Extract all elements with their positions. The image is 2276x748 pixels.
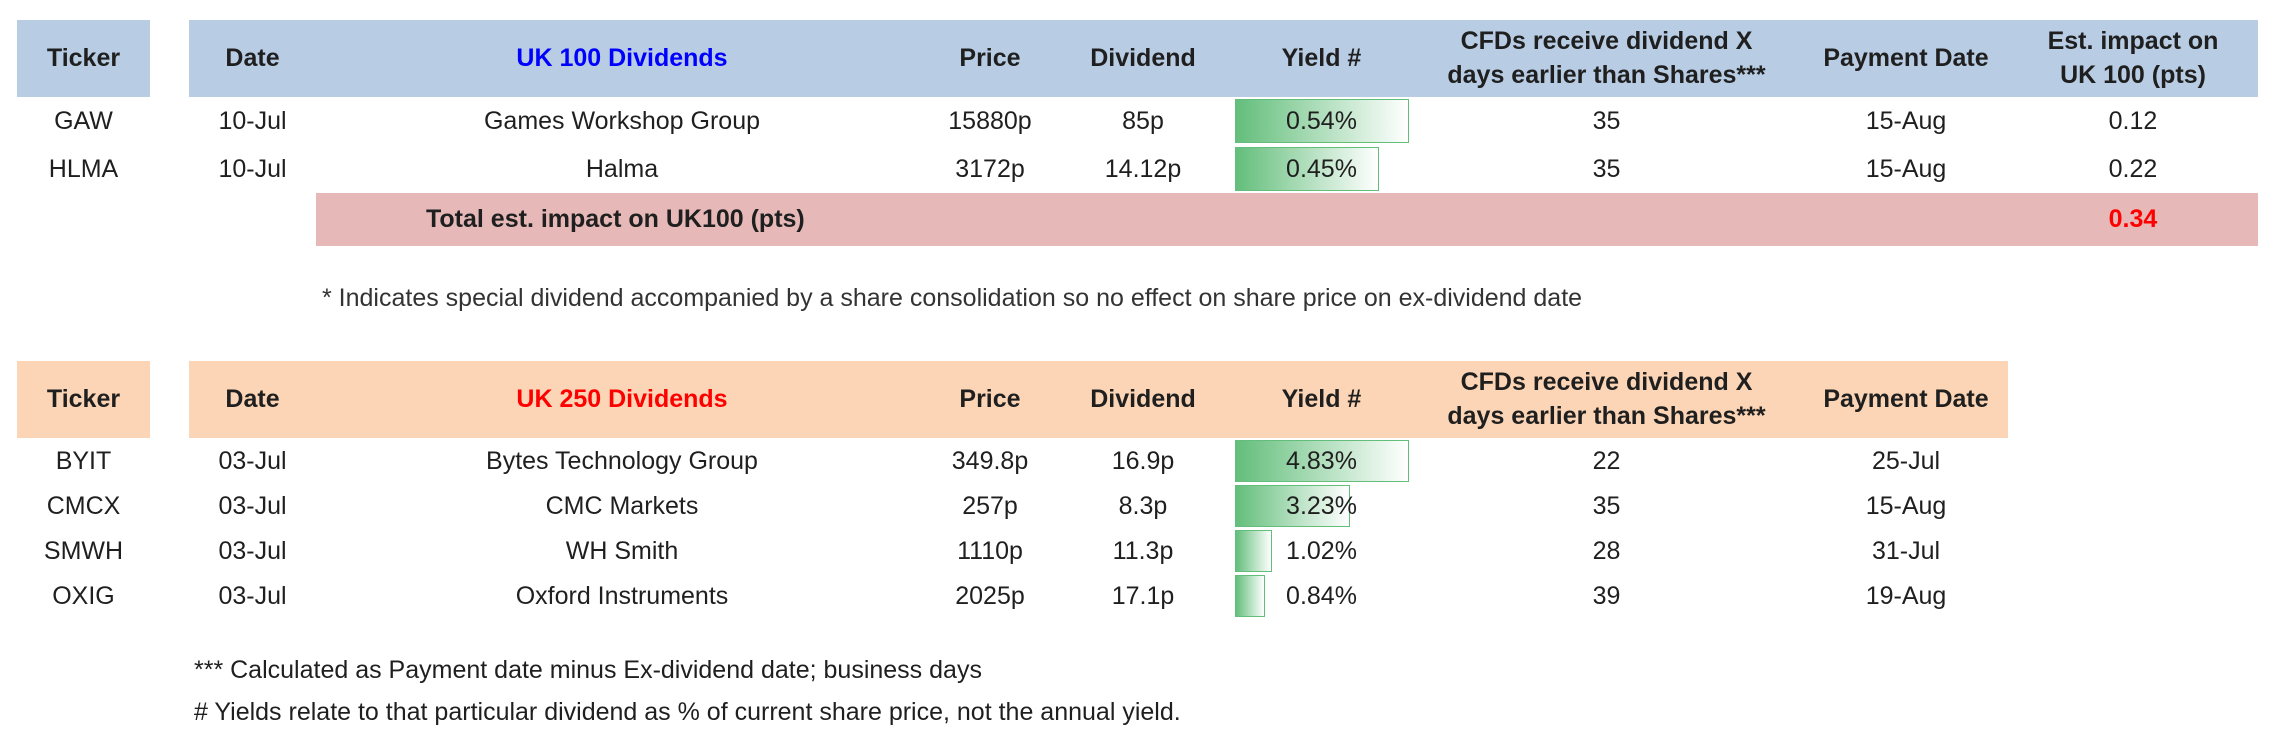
- uk250-row-cfd: 28: [1592, 537, 1621, 566]
- uk250-row-date: 03-Jul: [218, 537, 287, 566]
- uk250-ticker-header-bg: [17, 361, 150, 438]
- yield-bar: [1235, 440, 1409, 482]
- uk100-col-cfd: CFDs receive dividend X days earlier tha…: [1447, 26, 1766, 89]
- uk100-row-date: 10-Jul: [218, 155, 287, 184]
- uk100-total-label: Total est. impact on UK100 (pts): [426, 204, 805, 233]
- uk100-ticker-header-bg: [17, 20, 150, 97]
- uk250-row-cfd: 39: [1592, 582, 1621, 611]
- uk100-row-impact: 0.22: [2108, 155, 2158, 184]
- uk250-col-yield: Yield #: [1281, 384, 1362, 413]
- uk100-total-value: 0.34: [2108, 204, 2158, 233]
- uk100-title: UK 100 Dividends: [516, 43, 728, 72]
- uk250-row-payment: 31-Jul: [1871, 537, 1941, 566]
- uk250-row-payment: 19-Aug: [1865, 582, 1947, 611]
- uk100-col-date: Date: [225, 43, 280, 72]
- uk250-row-yield: 1.02%: [1286, 537, 1357, 566]
- uk100-row-name: Halma: [585, 155, 659, 184]
- uk100-col-payment: Payment Date: [1823, 43, 1989, 72]
- uk100-row-payment: 15-Aug: [1865, 155, 1947, 184]
- uk100-row-cfd: 35: [1592, 155, 1621, 184]
- uk100-row-ticker: HLMA: [48, 155, 119, 184]
- uk250-row-price: 257p: [962, 492, 1018, 521]
- uk250-row-dividend: 17.1p: [1111, 582, 1175, 611]
- uk250-row-yield: 0.84%: [1286, 582, 1357, 611]
- uk250-row-dividend: 11.3p: [1112, 537, 1174, 566]
- uk100-row-yield: 0.54%: [1286, 107, 1357, 136]
- uk100-col-ticker: Ticker: [46, 43, 121, 72]
- uk100-total-row: [316, 193, 2258, 246]
- uk250-col-payment: Payment Date: [1823, 384, 1989, 413]
- footnote-cfd-calculation: *** Calculated as Payment date minus Ex-…: [194, 656, 982, 684]
- uk100-row-cfd: 35: [1592, 107, 1621, 136]
- uk250-row-yield: 3.23%: [1286, 492, 1357, 521]
- yield-bar: [1235, 485, 1350, 527]
- uk250-title: UK 250 Dividends: [516, 384, 728, 413]
- uk100-row-name: Games Workshop Group: [483, 107, 761, 136]
- yield-bar: [1235, 99, 1409, 143]
- uk250-col-date: Date: [225, 384, 280, 413]
- uk250-row-ticker: SMWH: [43, 537, 124, 566]
- uk100-row-date: 10-Jul: [218, 107, 287, 136]
- uk250-row-yield: 4.83%: [1286, 447, 1357, 476]
- uk100-footnote: * Indicates special dividend accompanied…: [322, 284, 1583, 312]
- uk100-row-payment: 15-Aug: [1865, 107, 1947, 136]
- uk100-col-impact: Est. impact on UK 100 (pts): [2047, 26, 2219, 89]
- uk100-row-price: 3172p: [955, 155, 1025, 184]
- uk100-row-dividend: 14.12p: [1104, 155, 1182, 184]
- uk100-row-price: 15880p: [948, 107, 1032, 136]
- uk250-row-ticker: OXIG: [52, 582, 115, 611]
- uk100-col-dividend: Dividend: [1090, 43, 1196, 72]
- uk100-row-ticker: GAW: [54, 107, 113, 136]
- uk250-main-header-bg: [189, 361, 2008, 438]
- uk250-row-cfd: 35: [1592, 492, 1621, 521]
- uk100-row-dividend: 85p: [1122, 107, 1164, 136]
- uk250-row-name: WH Smith: [565, 537, 679, 566]
- uk100-col-yield: Yield #: [1281, 43, 1362, 72]
- uk250-row-date: 03-Jul: [218, 447, 287, 476]
- uk250-row-name: CMC Markets: [545, 492, 699, 521]
- footnote-yield-explanation: # Yields relate to that particular divid…: [194, 698, 1181, 726]
- uk250-col-cfd: CFDs receive dividend X days earlier tha…: [1447, 367, 1766, 430]
- yield-bar: [1235, 575, 1265, 617]
- uk100-row-impact: 0.12: [2108, 107, 2158, 136]
- uk100-col-price: Price: [959, 43, 1021, 72]
- uk250-row-dividend: 8.3p: [1118, 492, 1168, 521]
- uk100-main-header-bg: [189, 20, 2258, 97]
- uk250-row-ticker: BYIT: [55, 447, 112, 476]
- uk250-col-dividend: Dividend: [1090, 384, 1196, 413]
- uk250-row-date: 03-Jul: [218, 492, 287, 521]
- yield-bar: [1235, 530, 1272, 572]
- uk250-row-name: Bytes Technology Group: [486, 447, 758, 476]
- uk250-row-ticker: CMCX: [46, 492, 121, 521]
- uk250-row-price: 2025p: [955, 582, 1025, 611]
- uk250-row-price: 1110p: [957, 537, 1023, 566]
- uk250-row-price: 349.8p: [951, 447, 1029, 476]
- uk250-row-payment: 15-Aug: [1865, 492, 1947, 521]
- uk100-row-yield: 0.45%: [1286, 155, 1357, 184]
- uk250-col-price: Price: [959, 384, 1021, 413]
- yield-bar: [1235, 147, 1379, 191]
- uk250-row-cfd: 22: [1592, 447, 1621, 476]
- uk250-row-date: 03-Jul: [218, 582, 287, 611]
- uk250-col-ticker: Ticker: [46, 384, 121, 413]
- uk250-row-name: Oxford Instruments: [515, 582, 729, 611]
- uk250-row-payment: 25-Jul: [1871, 447, 1941, 476]
- uk250-row-dividend: 16.9p: [1111, 447, 1175, 476]
